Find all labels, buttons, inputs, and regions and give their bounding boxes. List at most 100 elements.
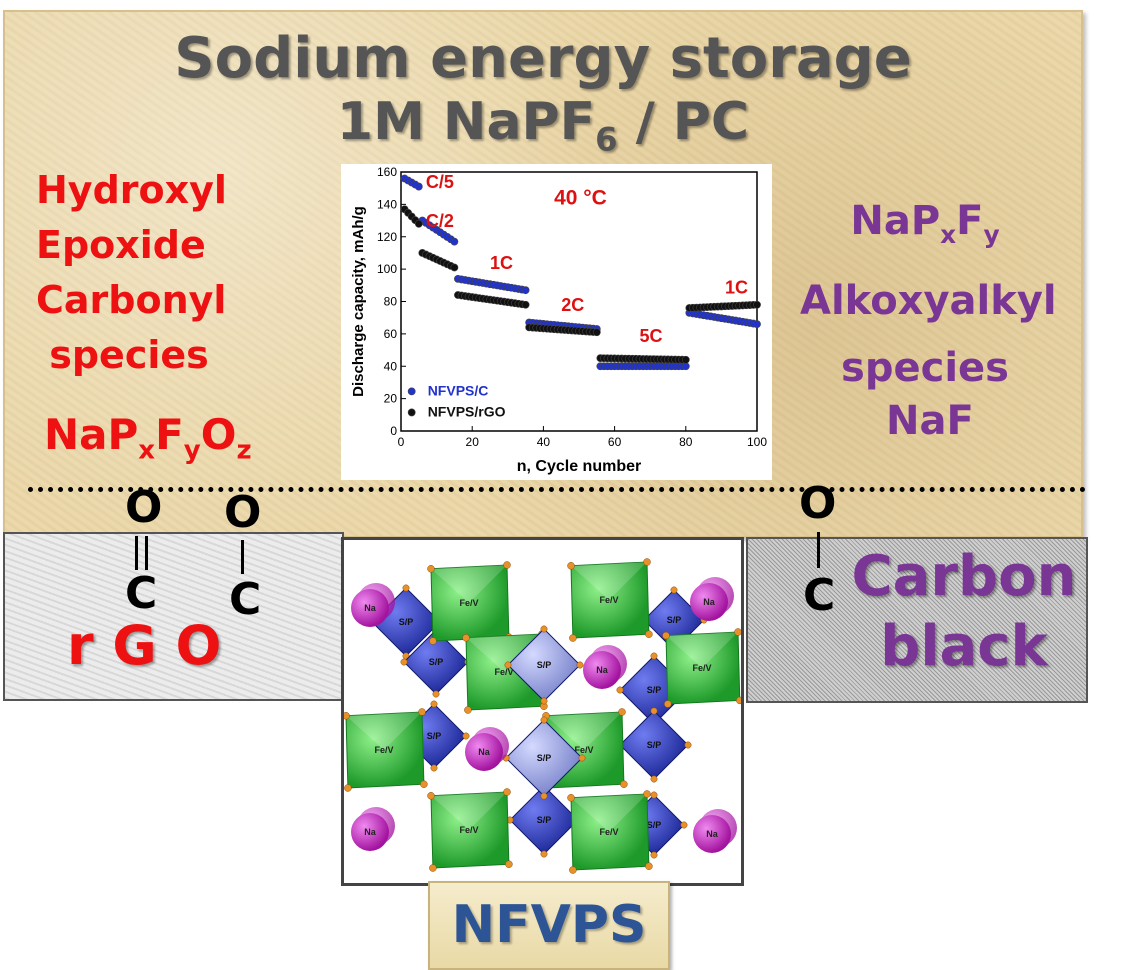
oxygen-atom — [503, 788, 511, 796]
title-solvent: / PC — [617, 92, 750, 152]
oxygen-atom — [504, 661, 512, 669]
oxygen-atom — [430, 764, 438, 772]
oxygen-atom — [402, 584, 410, 592]
na-label: Na — [478, 747, 490, 757]
y-tick-label: 100 — [377, 262, 397, 276]
fev-label: Fe/V — [374, 745, 393, 755]
oxygen-atom — [576, 661, 584, 669]
oxygen-atom — [540, 716, 548, 724]
x-tick-label: 40 — [537, 435, 551, 449]
y-axis-label: Discharge capacity, mAh/g — [350, 206, 367, 397]
fev-label: Fe/V — [459, 825, 478, 835]
data-point — [521, 300, 530, 309]
oxygen-atom — [643, 558, 651, 566]
y-tick-label: 160 — [377, 165, 397, 179]
oxygen-atom — [505, 860, 513, 868]
chart-svg: 0 20 40 60 80 100 120 140 160 0 20 40 60 80 100 n, Cycl… — [350, 165, 767, 475]
carbon-black-label-line: black — [880, 614, 1048, 679]
na-label: Na — [706, 829, 718, 839]
sp-label: S/P — [647, 820, 662, 830]
y-tick-label: 80 — [384, 295, 398, 309]
data-point — [521, 286, 530, 295]
single-bond-line — [817, 532, 820, 568]
formula-sub: y — [983, 220, 1000, 249]
title-subscript: 6 — [595, 120, 618, 159]
na-atom — [465, 733, 503, 771]
formula-part: F — [155, 410, 184, 459]
temperature-label: 40 °C — [554, 186, 607, 209]
formula-sub: x — [940, 220, 957, 249]
oxygen-atom — [462, 634, 470, 642]
right-formula: NaPxFy — [800, 188, 1050, 268]
oxygen-atom — [344, 784, 352, 792]
oxygen-atom — [540, 697, 548, 705]
single-bond-line — [241, 540, 244, 574]
oxygen-atom — [400, 658, 408, 666]
legend-label: NFVPS/C — [428, 382, 489, 398]
sp-label: S/P — [429, 657, 444, 667]
left-species-list: Hydroxyl Epoxide Carbonyl species — [36, 163, 227, 383]
oxygen-atom — [650, 652, 658, 660]
oxygen-atom — [736, 696, 744, 705]
right-species-item: Alkoxyalkyl — [800, 278, 1057, 324]
na-label: Na — [364, 827, 376, 837]
oxygen-atom — [645, 862, 653, 870]
double-bond-line — [145, 536, 148, 570]
oxygen-atom — [429, 864, 437, 872]
left-species-item: Epoxide — [36, 223, 206, 267]
x-tick-label: 60 — [608, 435, 622, 449]
data-point — [450, 263, 459, 272]
formula-sub: z — [236, 435, 252, 466]
title-line-2: 1M NaPF6 / PC — [0, 92, 1086, 158]
oxygen-atom — [616, 686, 624, 694]
octahedron-face — [546, 712, 622, 750]
sp-label: S/P — [399, 617, 414, 627]
data-point — [681, 362, 690, 371]
oxygen-atom — [430, 700, 438, 708]
oxygen-atom — [427, 565, 435, 573]
legend-label: NFVPS/rGO — [428, 403, 506, 419]
fev-label: Fe/V — [599, 827, 618, 837]
na-label: Na — [596, 665, 608, 675]
rate-label: 1C — [725, 277, 748, 297]
formula-part: NaP — [44, 410, 139, 459]
oxygen-atom — [569, 634, 577, 642]
legend-marker — [407, 408, 416, 417]
oxygen-atom — [650, 851, 658, 859]
x-tick-label: 80 — [679, 435, 693, 449]
y-tick-label: 20 — [384, 392, 398, 406]
oxygen-atom — [734, 628, 742, 636]
rate-label: C/2 — [426, 211, 454, 231]
right-species-list: NaPxFy Alkoxyalkyl species — [800, 188, 1057, 402]
oxygen-atom — [540, 850, 548, 858]
interface-dotted-line — [28, 487, 1086, 492]
oxygen-atom — [578, 754, 586, 762]
y-tick-label: 120 — [377, 230, 397, 244]
fev-label: Fe/V — [494, 667, 513, 677]
sp-label: S/P — [667, 615, 682, 625]
na-atom — [693, 815, 731, 853]
left-species-item: Carbonyl — [36, 278, 227, 322]
oxygen-atom — [540, 792, 548, 800]
oxygen-atom — [684, 741, 692, 749]
octahedron-face — [346, 712, 422, 750]
data-point — [753, 300, 761, 309]
formula-sub: x — [138, 435, 156, 466]
rgo-label: r G O — [67, 614, 222, 677]
rgo-oxygen-1: O — [125, 482, 163, 533]
rgo-carbon-2: C — [229, 574, 262, 625]
double-bond-line — [135, 536, 138, 570]
data-point — [450, 237, 459, 246]
capacity-chart: 0 20 40 60 80 100 120 140 160 0 20 40 60 80 100 n, Cycl… — [341, 164, 772, 480]
oxygen-atom — [540, 625, 548, 633]
octahedron-face — [431, 565, 507, 603]
fev-label: Fe/V — [599, 595, 618, 605]
oxygen-atom — [503, 561, 511, 569]
data-point — [753, 320, 761, 329]
y-tick-label: 0 — [390, 424, 397, 438]
oxygen-atom — [650, 775, 658, 783]
y-tick-label: 60 — [384, 327, 398, 341]
x-tick-label: 0 — [398, 435, 405, 449]
carbon-black-texture-box — [746, 537, 1088, 703]
na-label: Na — [703, 597, 715, 607]
